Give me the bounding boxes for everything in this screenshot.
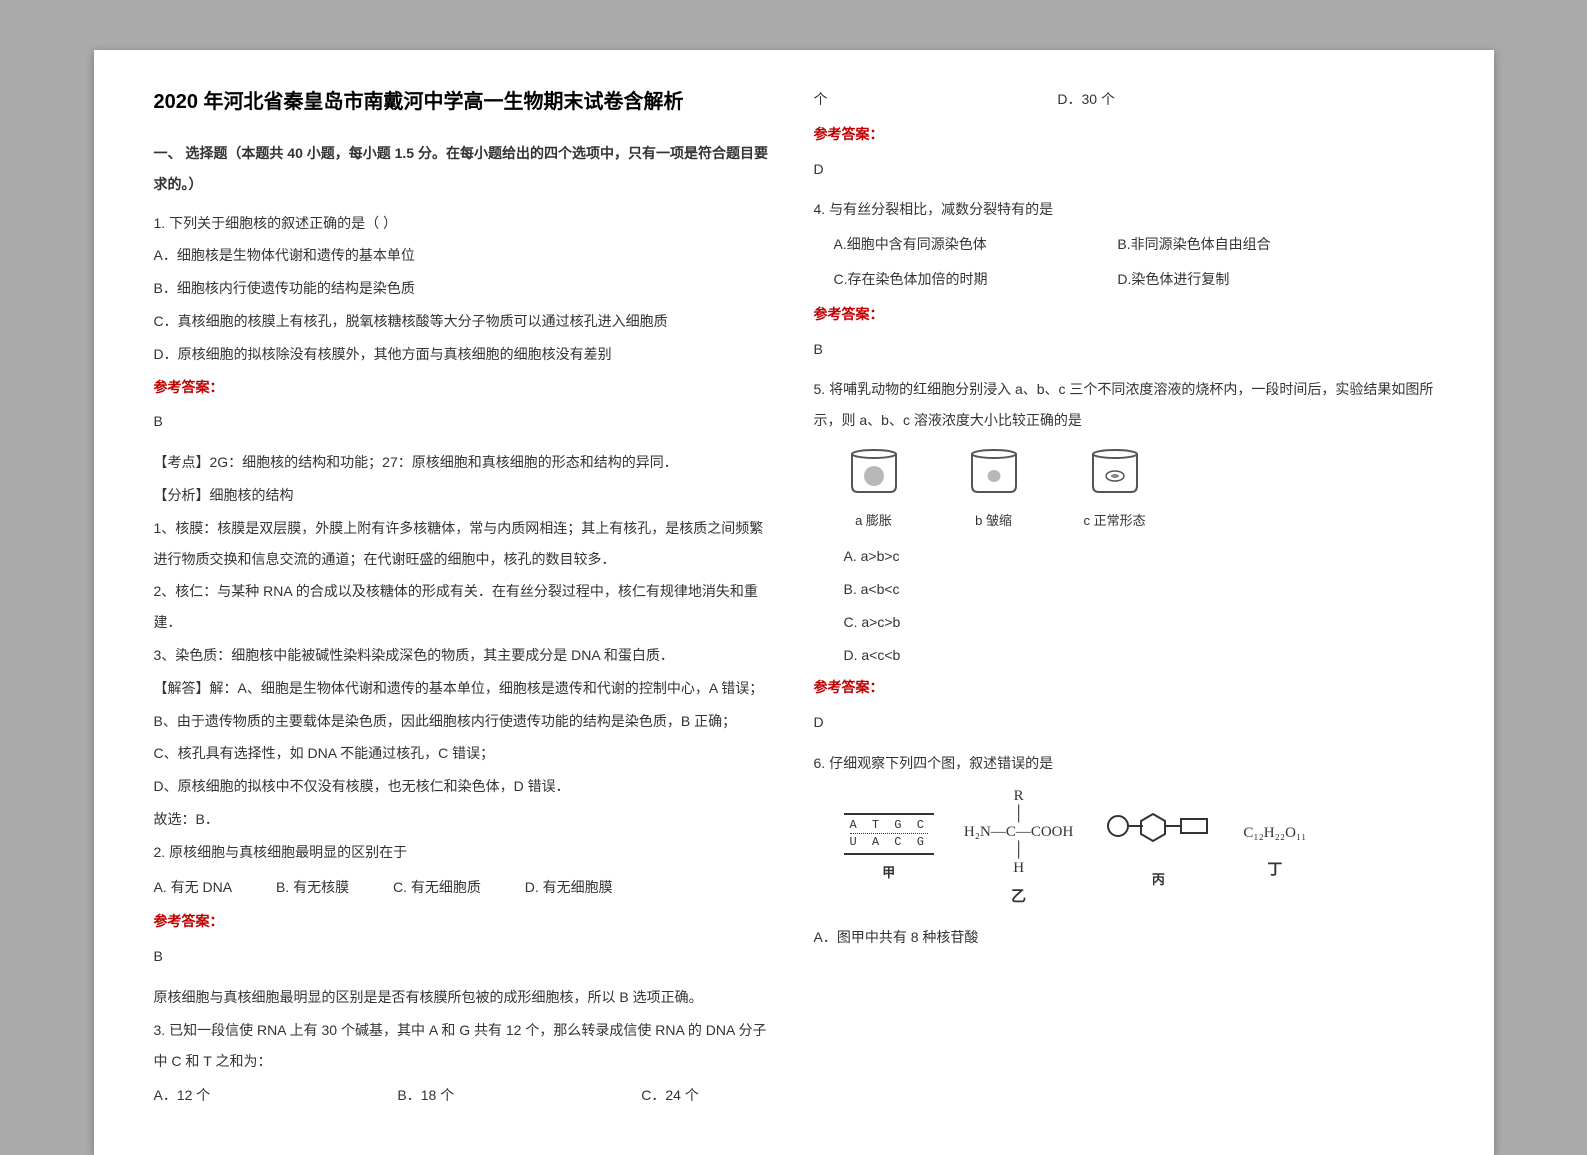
- q3-opt-d: D．30 个: [1057, 91, 1115, 107]
- q1-opt-d: D．原核细胞的拟核除没有核膜外，其他方面与真核细胞的细胞核没有差别: [154, 339, 774, 370]
- q5-opt-b: B. a<b<c: [844, 574, 1434, 605]
- diag-yi-label: 乙: [964, 881, 1073, 914]
- q6-opt-a: A．图甲中共有 8 种核苷酸: [814, 922, 1434, 953]
- q5-beakers: a 膨胀 b 皱缩 c 正常形态: [814, 446, 1434, 535]
- diag-bing-label: 丙: [1103, 866, 1213, 895]
- diag-ding-label: 丁: [1243, 854, 1306, 887]
- q1-exp-i: 故选：B．: [154, 804, 774, 835]
- exam-title: 2020 年河北省秦皇岛市南戴河中学高一生物期末试卷含解析: [154, 80, 774, 124]
- q6-diagrams: A T G C U A C G 甲 R │ H₂N—C—COOH │ H 乙: [814, 787, 1434, 914]
- q5-answer: D: [814, 707, 1434, 738]
- diagram-ding: C₁₂H₂₂O₁₁ 丁: [1243, 814, 1306, 887]
- diag-jia-top: A T G C: [850, 817, 928, 835]
- q3-opt-b: B．18 个: [397, 1080, 597, 1111]
- diagram-bing-icon: [1103, 806, 1213, 856]
- beaker-b-label: b 皱缩: [964, 507, 1024, 536]
- q4-answer: B: [814, 334, 1434, 365]
- q1-exp-d: 3、染色质：细胞核中能被碱性染料染成深色的物质，其主要成分是 DNA 和蛋白质．: [154, 640, 774, 671]
- q2-options: A. 有无 DNA B. 有无核膜 C. 有无细胞质 D. 有无细胞膜: [154, 872, 774, 903]
- q1-exp-a: 【分析】细胞核的结构: [154, 480, 774, 511]
- q4-options-row2: C.存在染色体加倍的时期 D.染色体进行复制: [814, 264, 1434, 295]
- q2-stem: 2. 原核细胞与真核细胞最明显的区别在于: [154, 837, 774, 868]
- q2-exp: 原核细胞与真核细胞最明显的区别是是否有核膜所包被的成形细胞核，所以 B 选项正确…: [154, 982, 774, 1013]
- q3-options-row1: A．12 个 B．18 个 C．24 个: [154, 1080, 774, 1111]
- q2-answer: B: [154, 941, 774, 972]
- formula-r: R: [964, 787, 1073, 805]
- q5-opt-c: C. a>c>b: [844, 607, 1434, 638]
- q3-opt-a: A．12 个: [154, 1080, 354, 1111]
- q1-exp-g: C、核孔具有选择性，如 DNA 不能通过核孔，C 错误；: [154, 738, 774, 769]
- formula-sugar: C₁₂H₂₂O₁₁: [1243, 814, 1306, 854]
- beaker-a-icon: [844, 446, 904, 496]
- right-column: 个 D．30 个 参考答案： D 4. 与有丝分裂相比，减数分裂特有的是 A.细…: [794, 80, 1454, 1115]
- answer-label: 参考答案：: [154, 906, 774, 937]
- answer-label: 参考答案：: [814, 119, 1434, 150]
- q3-opt-c: C．24 个: [641, 1087, 699, 1103]
- diagram-yi: R │ H₂N—C—COOH │ H 乙: [964, 787, 1073, 914]
- diagram-bing: 丙: [1103, 806, 1213, 895]
- q2-opt-a: A. 有无 DNA: [154, 879, 233, 895]
- q3-answer: D: [814, 154, 1434, 185]
- answer-label: 参考答案：: [814, 299, 1434, 330]
- q2-opt-c: C. 有无细胞质: [393, 879, 481, 895]
- q1-exp-e: 【解答】解：A、细胞是生物体代谢和遗传的基本单位，细胞核是遗传和代谢的控制中心，…: [154, 673, 774, 704]
- q1-opt-b: B．细胞核内行使遗传功能的结构是染色质: [154, 273, 774, 304]
- section-heading: 一、 选择题（本题共 40 小题，每小题 1.5 分。在每小题给出的四个选项中，…: [154, 138, 774, 200]
- beaker-c: c 正常形态: [1084, 446, 1146, 535]
- beaker-a: a 膨胀: [844, 446, 904, 535]
- q5-opt-d: D. a<c<b: [844, 640, 1434, 671]
- q4-opt-c: C.存在染色体加倍的时期: [834, 264, 1074, 295]
- q5-stem: 5. 将哺乳动物的红细胞分别浸入 a、b、c 三个不同浓度溶液的烧杯内，一段时间…: [814, 374, 1434, 436]
- q2-opt-d: D. 有无细胞膜: [525, 879, 613, 895]
- beaker-b-icon: [964, 446, 1024, 496]
- q1-answer: B: [154, 406, 774, 437]
- q1-exp-f: B、由于遗传物质的主要载体是染色质，因此细胞核内行使遗传功能的结构是染色质，B …: [154, 706, 774, 737]
- diag-jia-label: 甲: [844, 859, 934, 888]
- q5-options: A. a>b>c B. a<b<c C. a>c>b D. a<c<b: [814, 541, 1434, 670]
- q1-stem: 1. 下列关于细胞核的叙述正确的是（ ）: [154, 208, 774, 239]
- q4-opt-b: B.非同源染色体自由组合: [1117, 236, 1270, 252]
- beaker-c-icon: [1085, 446, 1145, 496]
- diagram-jia: A T G C U A C G 甲: [844, 813, 934, 888]
- q2-opt-b: B. 有无核膜: [276, 879, 349, 895]
- beaker-c-label: c 正常形态: [1084, 507, 1146, 536]
- q3-options-row2: 个 D．30 个: [814, 84, 1434, 115]
- q3-opt-c-cont: 个: [814, 84, 1014, 115]
- q4-options-row1: A.细胞中含有同源染色体 B.非同源染色体自由组合: [814, 229, 1434, 260]
- q1-opt-c: C．真核细胞的核膜上有核孔，脱氧核糖核酸等大分子物质可以通过核孔进入细胞质: [154, 306, 774, 337]
- q4-stem: 4. 与有丝分裂相比，减数分裂特有的是: [814, 194, 1434, 225]
- q4-opt-d: D.染色体进行复制: [1117, 271, 1229, 287]
- left-column: 2020 年河北省秦皇岛市南戴河中学高一生物期末试卷含解析 一、 选择题（本题共…: [134, 80, 794, 1115]
- q6-stem: 6. 仔细观察下列四个图，叙述错误的是: [814, 748, 1434, 779]
- diag-jia-bot: U A C G: [850, 834, 928, 851]
- formula-h: H: [964, 859, 1073, 877]
- q1-exp-b: 1、核膜：核膜是双层膜，外膜上附有许多核糖体，常与内质网相连；其上有核孔，是核质…: [154, 513, 774, 575]
- q3-stem: 3. 已知一段信使 RNA 上有 30 个碱基，其中 A 和 G 共有 12 个…: [154, 1015, 774, 1077]
- q1-exp-c: 2、核仁：与某种 RNA 的合成以及核糖体的形成有关．在有丝分裂过程中，核仁有规…: [154, 576, 774, 638]
- formula-main: H₂N—C—COOH: [964, 823, 1073, 841]
- answer-label: 参考答案：: [154, 372, 774, 403]
- answer-label: 参考答案：: [814, 672, 1434, 703]
- q1-exp-head: 【考点】2G：细胞核的结构和功能；27：原核细胞和真核细胞的形态和结构的异同．: [154, 447, 774, 478]
- beaker-a-label: a 膨胀: [844, 507, 904, 536]
- exam-page: 2020 年河北省秦皇岛市南戴河中学高一生物期末试卷含解析 一、 选择题（本题共…: [94, 50, 1494, 1155]
- q4-opt-a: A.细胞中含有同源染色体: [834, 229, 1074, 260]
- beaker-b: b 皱缩: [964, 446, 1024, 535]
- q1-opt-a: A．细胞核是生物体代谢和遗传的基本单位: [154, 240, 774, 271]
- q1-exp-h: D、原核细胞的拟核中不仅没有核膜，也无核仁和染色体，D 错误．: [154, 771, 774, 802]
- q5-opt-a: A. a>b>c: [844, 541, 1434, 572]
